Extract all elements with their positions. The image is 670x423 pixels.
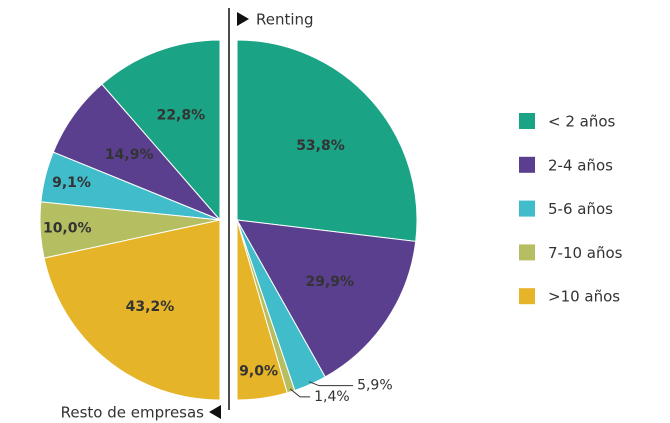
legend-swatch (519, 113, 535, 129)
legend-label: 2-4 años (548, 156, 613, 174)
legend-swatch (519, 156, 535, 173)
legend-swatch (519, 200, 535, 217)
pie-slice (43, 219, 221, 401)
pie-slice (236, 219, 417, 378)
data-label: 14,9% (105, 147, 154, 163)
pie-slice (236, 219, 288, 401)
data-label: 9,0% (239, 363, 278, 379)
data-label: 5,9% (357, 378, 393, 394)
chart-title: Resto de empresas (61, 404, 205, 422)
leader-line (308, 381, 354, 387)
legend-swatch (519, 288, 535, 305)
legend-label: >10 años (548, 288, 620, 306)
legend-label: < 2 años (548, 113, 616, 131)
data-label: 43,2% (126, 299, 175, 315)
pie-slice (101, 39, 221, 222)
data-label: 1,4% (314, 389, 350, 405)
data-label: 53,8% (296, 138, 345, 154)
arrow-right (237, 12, 249, 26)
pie-slice (236, 39, 418, 242)
data-label: 9,1% (52, 175, 91, 191)
legend-label: 5-6 años (548, 200, 613, 218)
chart-title: Renting (256, 11, 314, 29)
data-label: 22,8% (157, 107, 206, 123)
legend-label: 7-10 años (548, 244, 623, 262)
data-label: 29,9% (306, 274, 355, 290)
arrow-left (209, 405, 221, 419)
legend-swatch (519, 244, 535, 261)
leader-line (289, 388, 311, 398)
data-label: 10,0% (43, 221, 92, 237)
